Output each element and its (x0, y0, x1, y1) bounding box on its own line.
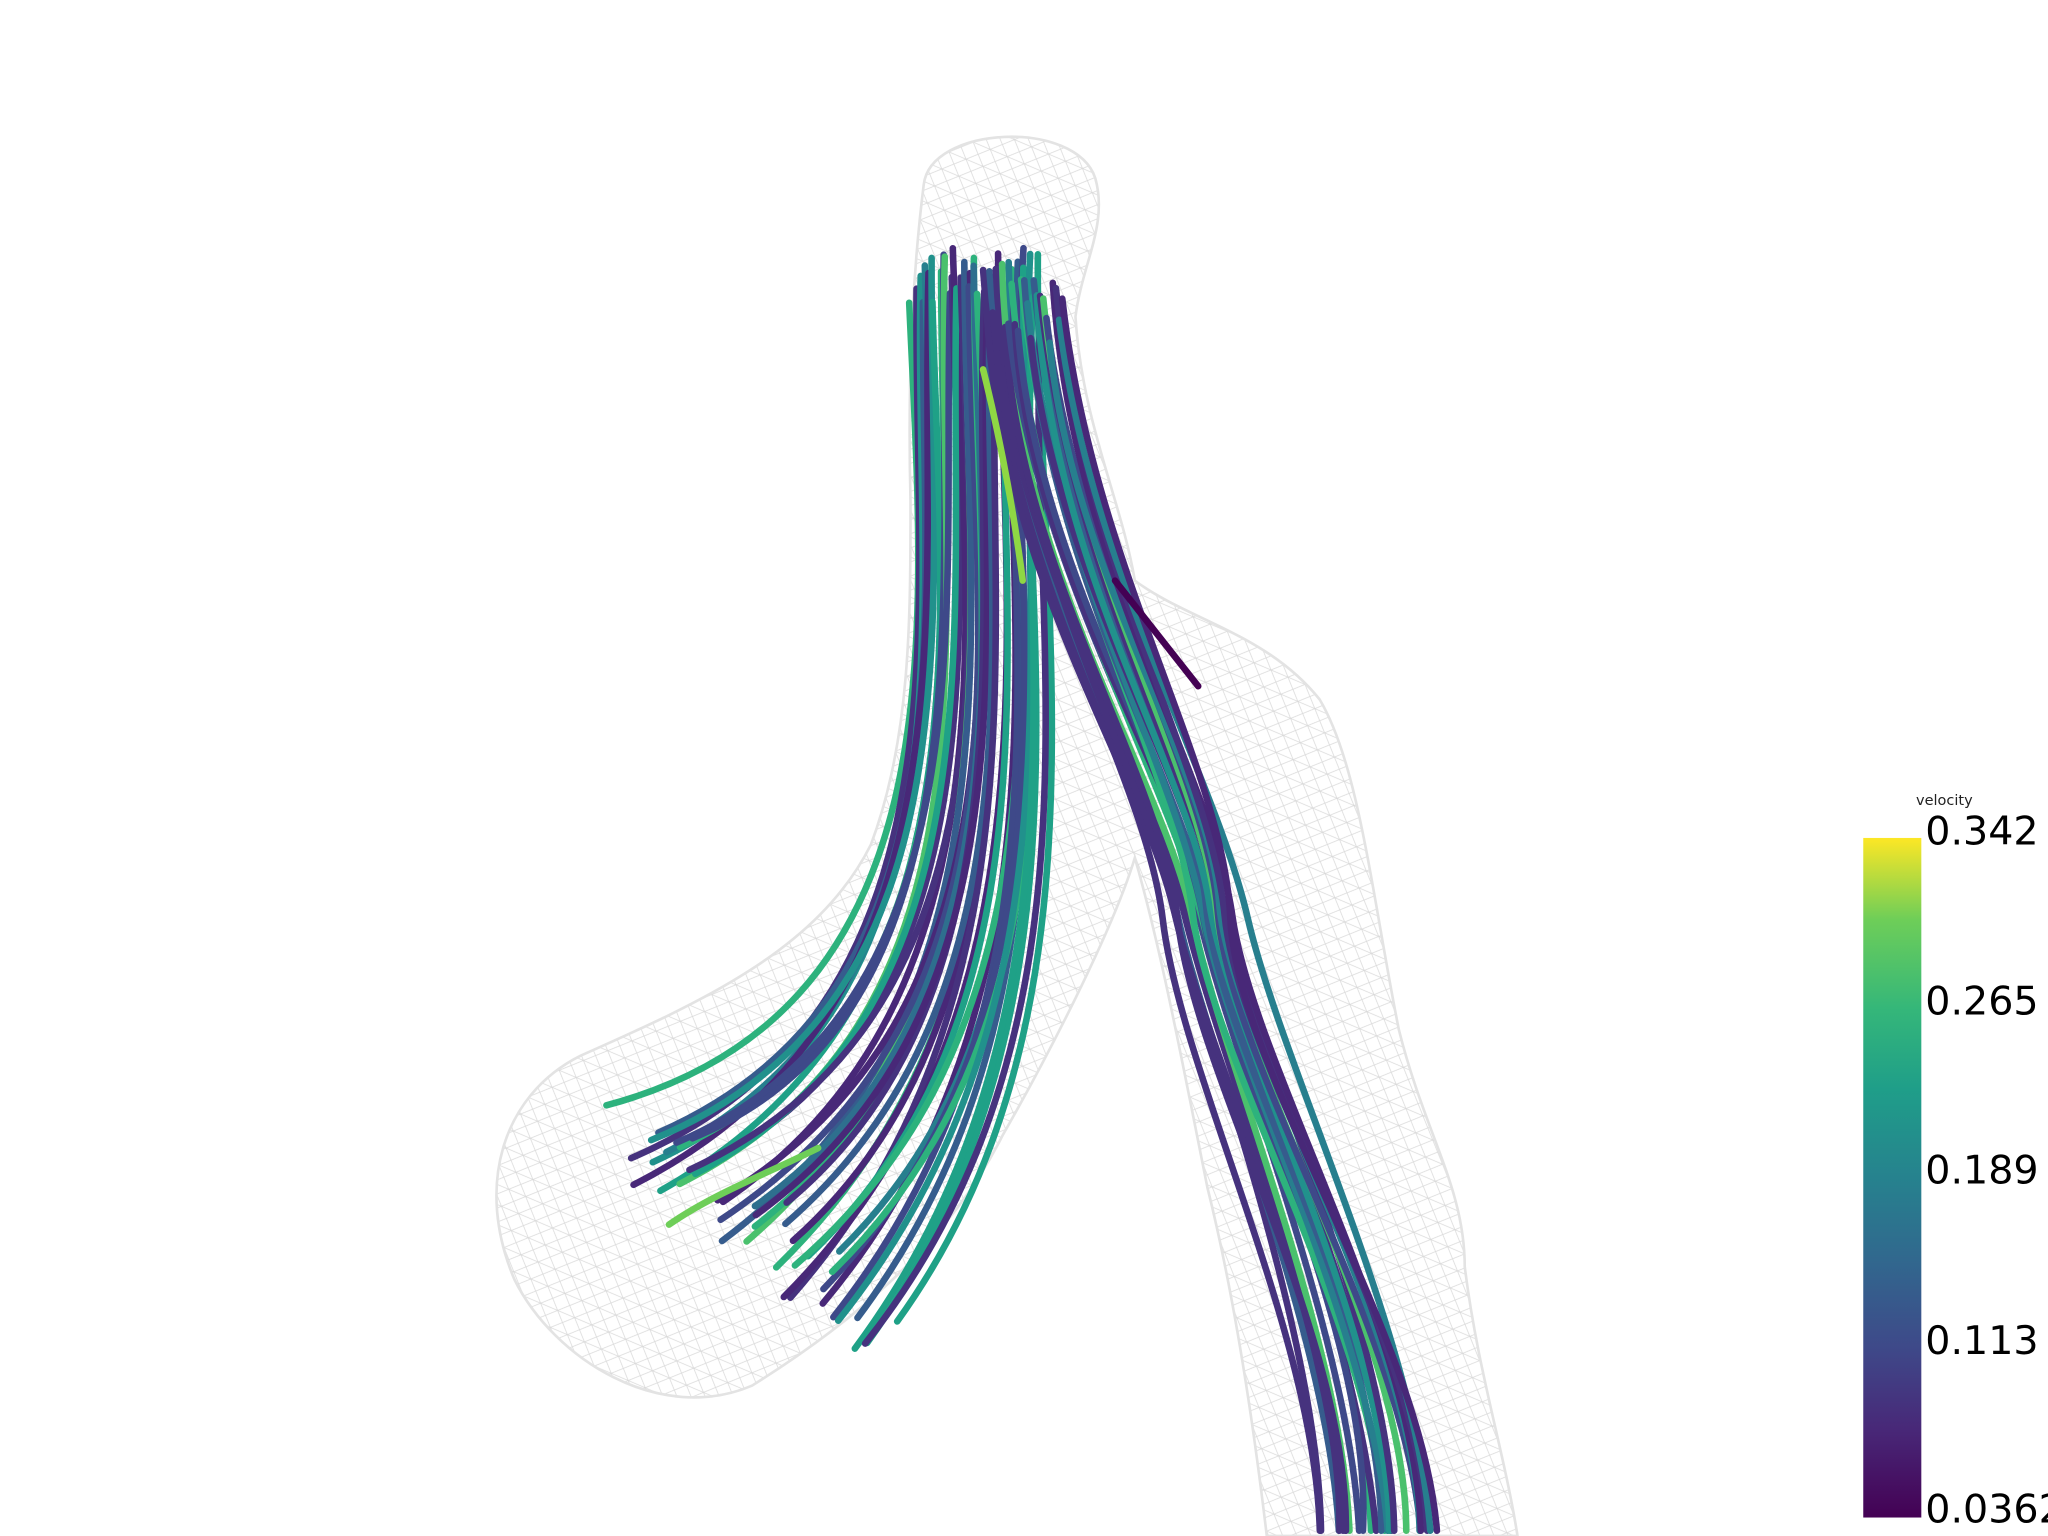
colorbar: velocity 0.342 0.265 0.189 0.113 0.0362 (1863, 793, 2048, 1533)
streamline (1058, 295, 1441, 1535)
colorbar-label: 0.0362 (1925, 1487, 2048, 1533)
colorbar-label: 0.265 (1925, 979, 2038, 1025)
colorbar-label: 0.189 (1925, 1148, 2038, 1194)
colorbar-label: 0.113 (1925, 1318, 2038, 1364)
streamline (718, 258, 975, 1245)
streamline (1033, 292, 1393, 1535)
colorbar-gradient (1863, 837, 1922, 1518)
streamline (1111, 577, 1202, 690)
streamline (752, 300, 991, 1219)
colorbar-title: velocity (1916, 793, 1973, 809)
streamline (979, 266, 1324, 1535)
streamline (673, 289, 954, 1146)
streamline (782, 299, 996, 1228)
streamline (1055, 316, 1434, 1535)
streamline (665, 1144, 822, 1228)
colorbar-label: 0.342 (1925, 808, 2038, 854)
streamline (1046, 339, 1423, 1535)
streamlines (603, 244, 1441, 1535)
streamline (979, 366, 1026, 584)
streamline (1001, 323, 1350, 1535)
